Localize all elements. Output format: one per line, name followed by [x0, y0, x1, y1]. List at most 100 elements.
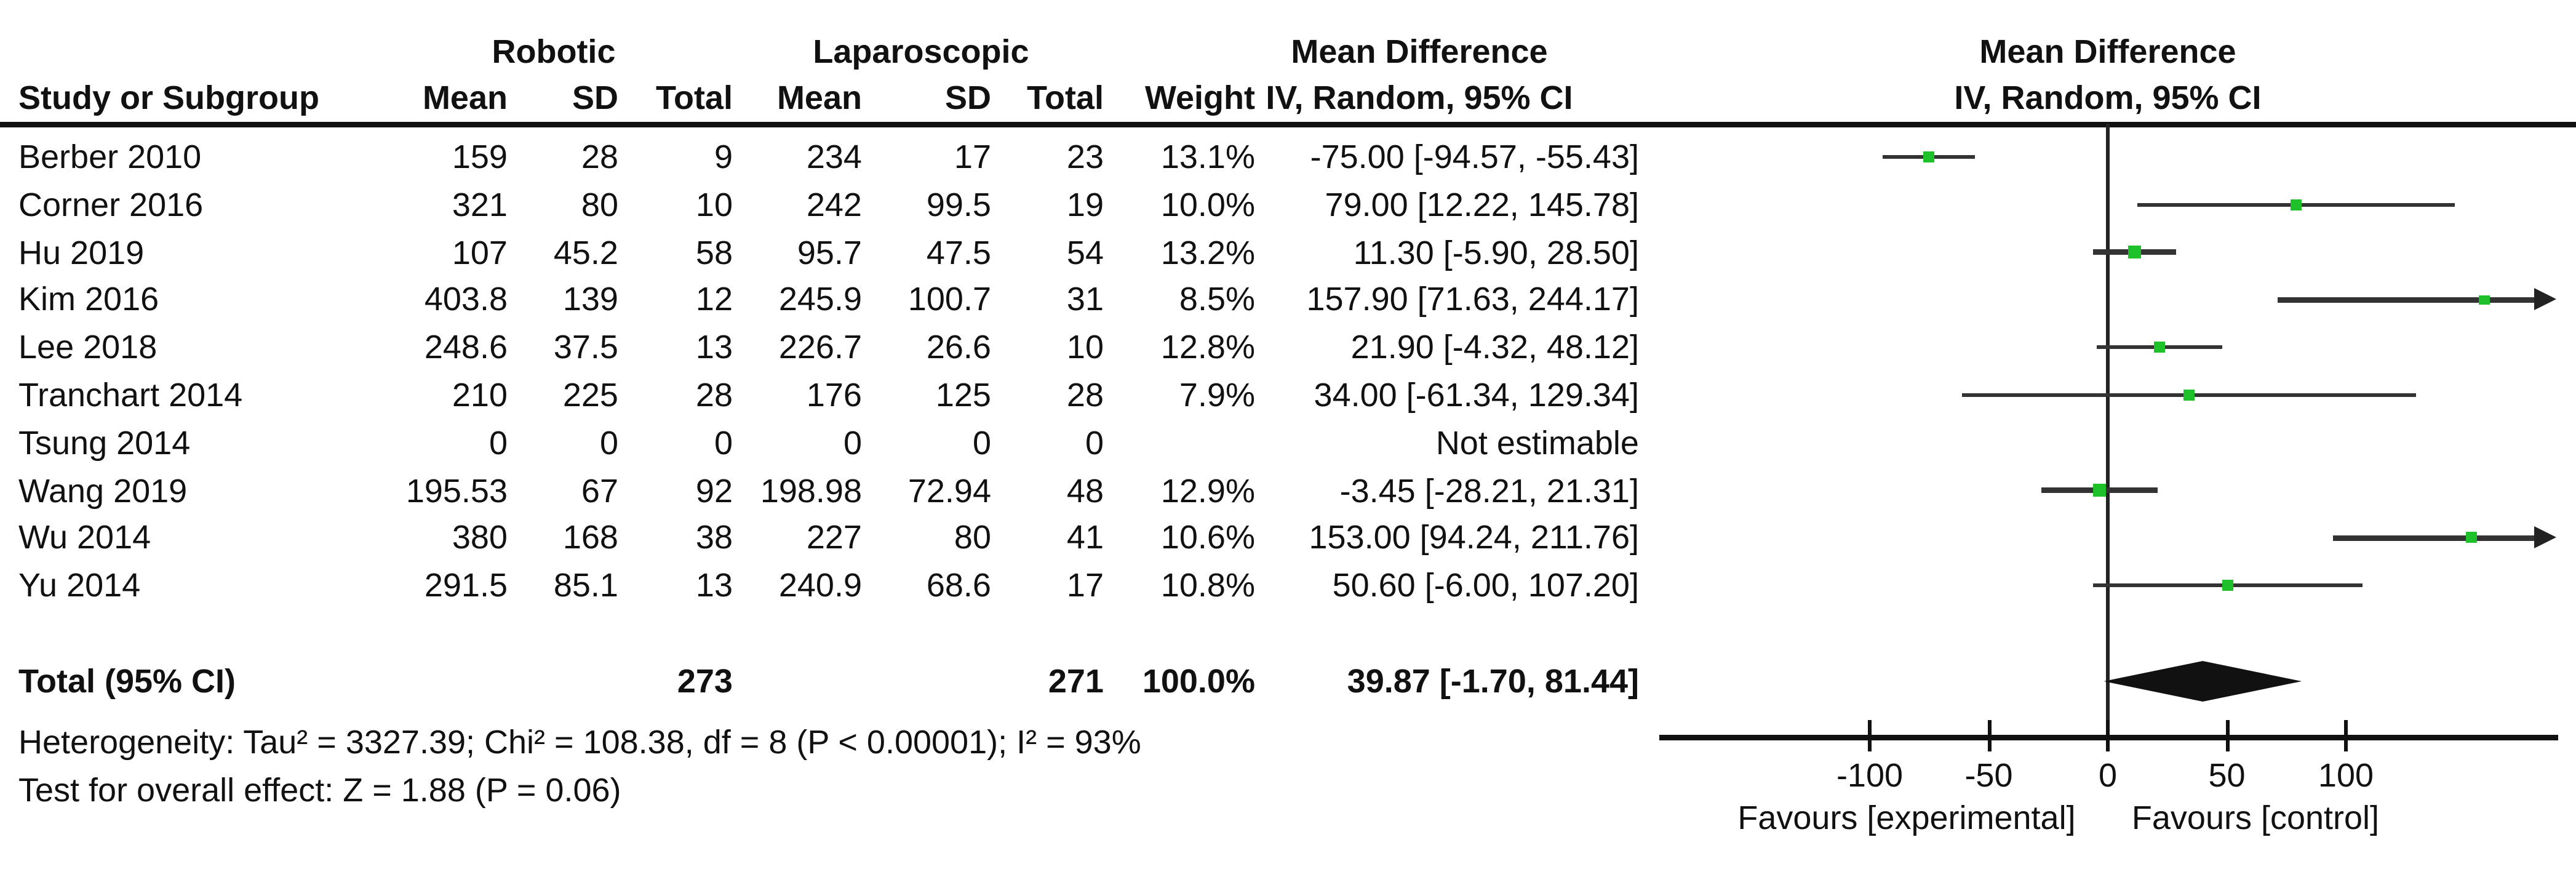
study-cell: 225: [562, 377, 618, 414]
summary-diamond: [2103, 661, 2302, 702]
study-cell: 48: [1066, 471, 1104, 509]
group-header-robotic: Robotic: [492, 33, 616, 70]
effect-header-text-column: Mean Difference: [1291, 33, 1548, 70]
study-cell: 198.98: [760, 471, 862, 509]
study-cell: 80: [581, 186, 618, 223]
axis-tick: [1987, 720, 1991, 751]
column-header-sd-robotic: SD: [572, 79, 618, 116]
study-name: Tranchart 2014: [18, 377, 243, 414]
effect-marker: [2478, 294, 2489, 305]
study-cell: 139: [562, 281, 618, 319]
column-header-weight: Weight: [1144, 79, 1255, 116]
study-cell: 28: [1066, 377, 1104, 414]
study-name: Yu 2014: [18, 567, 141, 604]
header-rule: [0, 122, 2576, 127]
study-cell: 0: [714, 424, 733, 462]
study-cell: 80: [954, 519, 991, 557]
study-cell: 38: [695, 519, 733, 557]
study-cell: 26.6: [926, 329, 991, 366]
study-cell: 17: [1066, 567, 1104, 604]
study-ci-text: 50.60 [-6.00, 107.20]: [1332, 567, 1639, 604]
study-cell: 168: [562, 519, 618, 557]
study-cell: 17: [954, 138, 991, 175]
study-cell: 47.5: [926, 233, 991, 271]
study-ci-text: 11.30 [-5.90, 28.50]: [1353, 233, 1639, 271]
study-cell: 12.9%: [1160, 471, 1255, 509]
study-cell: 240.9: [778, 567, 862, 604]
study-cell: 92: [695, 471, 733, 509]
study-ci-text: -75.00 [-94.57, -55.43]: [1310, 138, 1639, 175]
zero-line: [2106, 124, 2109, 739]
overall-effect-note: Test for overall effect: Z = 1.88 (P = 0…: [18, 772, 621, 809]
study-cell: 13.1%: [1160, 138, 1255, 175]
study-cell: 10: [1066, 329, 1104, 366]
total-weight: 100.0%: [1142, 663, 1255, 700]
study-cell: 380: [452, 519, 508, 557]
axis-tick: [2344, 720, 2348, 751]
total-ci-text: 39.87 [-1.70, 81.44]: [1347, 663, 1639, 700]
axis-tick: [1868, 720, 1872, 751]
study-cell: 210: [452, 377, 508, 414]
study-name: Wang 2019: [18, 471, 188, 509]
ci-line: [2278, 297, 2534, 303]
heterogeneity-note: Heterogeneity: Tau² = 3327.39; Chi² = 10…: [18, 724, 1141, 761]
study-name: Hu 2019: [18, 233, 145, 271]
study-name: Tsung 2014: [18, 424, 191, 462]
study-cell: 68.6: [926, 567, 991, 604]
axis-tick-label: 100: [2318, 757, 2374, 794]
effect-header-plot-column: Mean Difference: [1979, 33, 2236, 70]
study-ci-text: 153.00 [94.24, 211.76]: [1309, 519, 1639, 557]
study-cell: 234: [806, 138, 862, 175]
study-cell: 159: [452, 138, 508, 175]
total-robotic-n: 273: [677, 663, 733, 700]
study-cell: 12: [695, 281, 733, 319]
column-header-study: Study or Subgroup: [18, 79, 319, 116]
axis-tick-label: -50: [1964, 757, 2013, 794]
study-cell: 13: [695, 329, 733, 366]
study-name: Berber 2010: [18, 138, 202, 175]
study-cell: 9: [714, 138, 733, 175]
ci-arrow-right-icon: [2534, 287, 2556, 310]
study-cell: 100.7: [907, 281, 991, 319]
study-cell: 7.9%: [1179, 377, 1255, 414]
column-header-mean-laparoscopic: Mean: [776, 79, 862, 116]
effect-marker: [2093, 484, 2106, 497]
axis-tick-label: 50: [2208, 757, 2246, 794]
group-header-laparoscopic: Laparoscopic: [813, 33, 1029, 70]
study-cell: 13.2%: [1160, 233, 1255, 271]
study-cell: 0: [488, 424, 508, 462]
axis-tick: [2106, 720, 2110, 751]
effect-marker: [2154, 341, 2166, 354]
effect-marker: [2128, 246, 2141, 258]
study-ci-text: 157.90 [71.63, 244.17]: [1306, 281, 1639, 319]
study-cell: 37.5: [553, 329, 618, 366]
study-cell: 403.8: [424, 281, 508, 319]
study-cell: 54: [1066, 233, 1104, 271]
study-cell: 12.8%: [1160, 329, 1255, 366]
study-ci-text: Not estimable: [1435, 424, 1639, 462]
study-cell: 23: [1066, 138, 1104, 175]
study-cell: 0: [843, 424, 862, 462]
study-name: Corner 2016: [18, 186, 204, 223]
study-cell: 28: [581, 138, 618, 175]
effect-marker: [1923, 151, 1936, 163]
study-cell: 0: [1085, 424, 1104, 462]
study-cell: 321: [452, 186, 508, 223]
study-cell: 8.5%: [1179, 281, 1255, 319]
study-cell: 41: [1066, 519, 1104, 557]
study-name: Wu 2014: [18, 519, 151, 557]
study-cell: 28: [695, 377, 733, 414]
study-cell: 67: [581, 471, 618, 509]
study-cell: 195.53: [405, 471, 508, 509]
total-row-label: Total (95% CI): [18, 663, 236, 700]
study-cell: 31: [1066, 281, 1104, 319]
study-cell: 176: [806, 377, 862, 414]
ci-line: [2332, 535, 2534, 541]
study-cell: 58: [695, 233, 733, 271]
study-cell: 13: [695, 567, 733, 604]
study-cell: 125: [935, 377, 991, 414]
effect-marker: [2466, 532, 2478, 544]
study-cell: 99.5: [926, 186, 991, 223]
favours-right-label: Favours [control]: [2131, 799, 2380, 836]
